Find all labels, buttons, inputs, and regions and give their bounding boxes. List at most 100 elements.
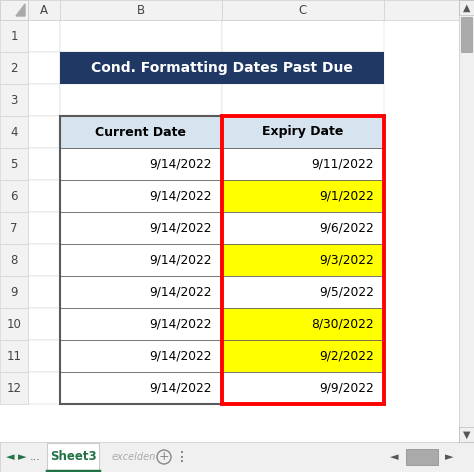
Text: B: B xyxy=(137,3,145,17)
Text: ►: ► xyxy=(445,452,453,462)
Text: excelden: excelden xyxy=(112,452,156,462)
Bar xyxy=(0,340,28,372)
Bar xyxy=(60,148,222,180)
Bar xyxy=(60,276,222,308)
Text: 9/14/2022: 9/14/2022 xyxy=(149,221,212,235)
Bar xyxy=(60,52,222,84)
Bar xyxy=(60,340,222,372)
Bar xyxy=(222,276,384,308)
Text: ◄: ◄ xyxy=(6,452,14,462)
Text: 4: 4 xyxy=(10,126,18,138)
Bar xyxy=(0,20,28,52)
Text: Expiry Date: Expiry Date xyxy=(262,126,344,138)
Text: 9/3/2022: 9/3/2022 xyxy=(319,253,374,267)
Bar xyxy=(60,372,222,404)
Bar xyxy=(28,372,60,404)
Text: ...: ... xyxy=(29,452,40,462)
Bar xyxy=(222,116,384,404)
Bar xyxy=(60,340,222,372)
Bar xyxy=(60,276,222,308)
Bar xyxy=(222,20,384,52)
Text: 9: 9 xyxy=(10,286,18,298)
Bar xyxy=(28,52,60,84)
Text: C: C xyxy=(299,3,307,17)
Bar xyxy=(222,212,384,244)
Text: 7: 7 xyxy=(10,221,18,235)
Bar xyxy=(0,148,28,180)
Bar xyxy=(222,52,384,84)
Bar xyxy=(0,442,474,472)
Bar xyxy=(0,0,459,20)
Bar xyxy=(222,244,384,276)
Text: 5: 5 xyxy=(10,158,18,170)
Polygon shape xyxy=(16,4,25,16)
Text: A: A xyxy=(40,3,48,17)
Text: 9/14/2022: 9/14/2022 xyxy=(149,381,212,395)
Text: 9/14/2022: 9/14/2022 xyxy=(149,318,212,330)
Bar xyxy=(222,244,384,276)
Bar xyxy=(222,148,384,180)
Bar xyxy=(28,276,60,308)
Bar xyxy=(28,148,60,180)
Bar xyxy=(60,116,222,148)
Bar xyxy=(222,180,384,212)
Text: 9/14/2022: 9/14/2022 xyxy=(149,189,212,202)
Bar xyxy=(28,244,60,276)
Bar xyxy=(28,340,60,372)
Bar xyxy=(0,276,28,308)
Text: 9/14/2022: 9/14/2022 xyxy=(149,158,212,170)
Bar xyxy=(0,244,28,276)
Bar xyxy=(60,148,222,180)
Text: ►: ► xyxy=(18,452,26,462)
Bar xyxy=(60,116,222,148)
Bar xyxy=(0,52,28,84)
Bar xyxy=(60,52,384,84)
Bar xyxy=(60,180,222,212)
Bar xyxy=(0,116,28,148)
Text: 9/1/2022: 9/1/2022 xyxy=(319,189,374,202)
Text: ▼: ▼ xyxy=(463,430,470,439)
Text: 9/6/2022: 9/6/2022 xyxy=(319,221,374,235)
Bar xyxy=(459,427,474,442)
Bar xyxy=(222,180,384,212)
Bar xyxy=(222,116,384,148)
Text: 3: 3 xyxy=(10,93,18,107)
Text: Cond. Formatting Dates Past Due: Cond. Formatting Dates Past Due xyxy=(91,61,353,75)
Bar xyxy=(60,244,222,276)
Bar xyxy=(222,148,384,180)
Text: 6: 6 xyxy=(10,189,18,202)
Text: Sheet3: Sheet3 xyxy=(50,450,96,464)
Bar xyxy=(47,443,99,471)
Bar xyxy=(60,244,222,276)
Text: 9/5/2022: 9/5/2022 xyxy=(319,286,374,298)
Bar xyxy=(459,0,474,15)
Text: 1: 1 xyxy=(10,29,18,42)
Text: Current Date: Current Date xyxy=(95,126,186,138)
Bar xyxy=(60,84,222,116)
Bar xyxy=(28,180,60,212)
Text: +: + xyxy=(159,450,169,464)
Bar xyxy=(28,84,60,116)
Bar xyxy=(60,372,222,404)
Bar xyxy=(0,308,28,340)
Text: 9/14/2022: 9/14/2022 xyxy=(149,253,212,267)
Bar xyxy=(60,308,222,340)
Text: 8: 8 xyxy=(10,253,18,267)
Bar xyxy=(60,20,222,52)
Bar xyxy=(28,116,60,148)
Text: ▲: ▲ xyxy=(463,2,470,12)
Text: 9/2/2022: 9/2/2022 xyxy=(319,349,374,362)
Bar xyxy=(0,0,28,20)
Bar xyxy=(222,116,384,148)
Text: 9/9/2022: 9/9/2022 xyxy=(319,381,374,395)
Text: 12: 12 xyxy=(7,381,21,395)
Bar xyxy=(28,308,60,340)
Bar xyxy=(222,84,384,116)
Bar xyxy=(459,0,474,442)
Bar xyxy=(60,212,222,244)
Text: 8/30/2022: 8/30/2022 xyxy=(311,318,374,330)
Bar xyxy=(222,372,384,404)
Text: 9/11/2022: 9/11/2022 xyxy=(311,158,374,170)
Bar xyxy=(0,372,28,404)
Bar xyxy=(222,340,384,372)
